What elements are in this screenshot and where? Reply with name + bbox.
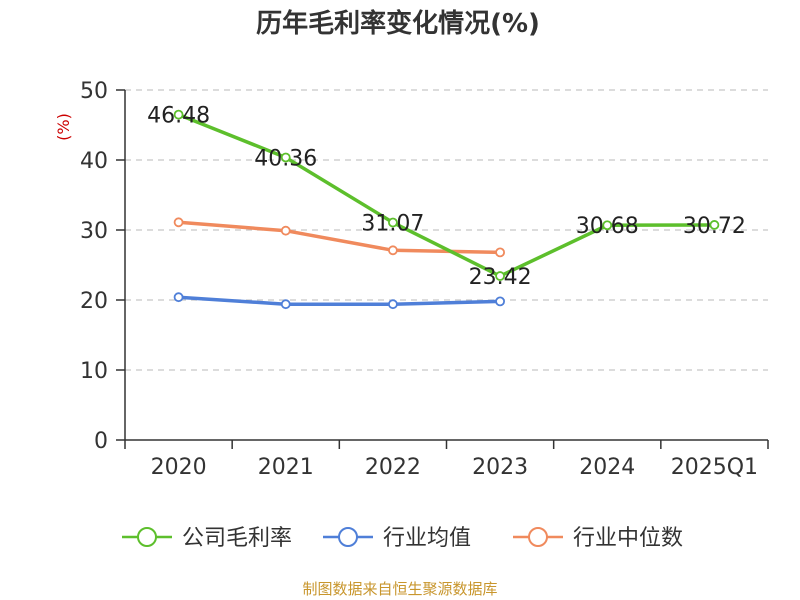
data-point [173,109,184,120]
series-line [178,295,501,306]
legend-label: 行业中位数 [573,526,683,551]
data-label: 30.68 [576,214,639,239]
series-group: 46.48 40.36 31.07 23.42 30.68 30.72 [147,104,746,310]
data-point [280,225,291,236]
data-label: 30.72 [683,214,746,239]
data-point [173,292,184,303]
x-tick-label: 2025Q1 [671,455,758,480]
chart-title: 历年毛利率变化情况(%) [256,8,540,39]
legend-label: 公司毛利率 [182,526,292,551]
source-note: 制图数据来自恒生聚源数据库 [302,580,497,598]
y-tick-label: 20 [80,289,108,314]
x-tick-label: 2022 [365,455,421,480]
data-label: 46.48 [147,104,210,129]
data-point [280,152,291,163]
x-tick-label: 2024 [579,455,635,480]
data-point [709,220,720,230]
data-label: 31.07 [361,212,424,237]
y-tick-label: 10 [80,359,108,384]
series-line [177,113,715,278]
x-tick-label: 2023 [472,455,528,480]
data-label: 23.42 [469,265,532,290]
y-tick-label: 30 [80,219,108,244]
y-tick-label: 50 [80,79,108,104]
y-tick-label: 40 [80,149,108,174]
data-point [388,299,398,310]
data-point [173,217,184,228]
legend: 公司毛利率 行业均值 行业中位数 [122,526,683,551]
series-line [178,220,501,255]
data-label: 40.36 [254,146,317,171]
gridlines [125,89,768,371]
data-point [388,217,398,228]
data-point [602,220,613,231]
y-tick-label: 0 [94,429,108,454]
x-tick-label: 2021 [258,455,314,480]
legend-marker [137,527,157,547]
y-axis-unit: (%) [54,113,73,141]
legend-marker [338,527,358,547]
legend-marker [528,527,548,547]
data-point [280,299,291,310]
data-point [495,247,505,258]
data-point [495,271,505,281]
data-point [388,245,398,256]
x-tick-label: 2020 [151,455,207,480]
axes: 0 10 20 30 40 50 2020 2021 2022 2023 2024 2025Q1 [80,79,769,480]
data-point [495,296,505,307]
legend-label: 行业均值 [383,526,471,551]
